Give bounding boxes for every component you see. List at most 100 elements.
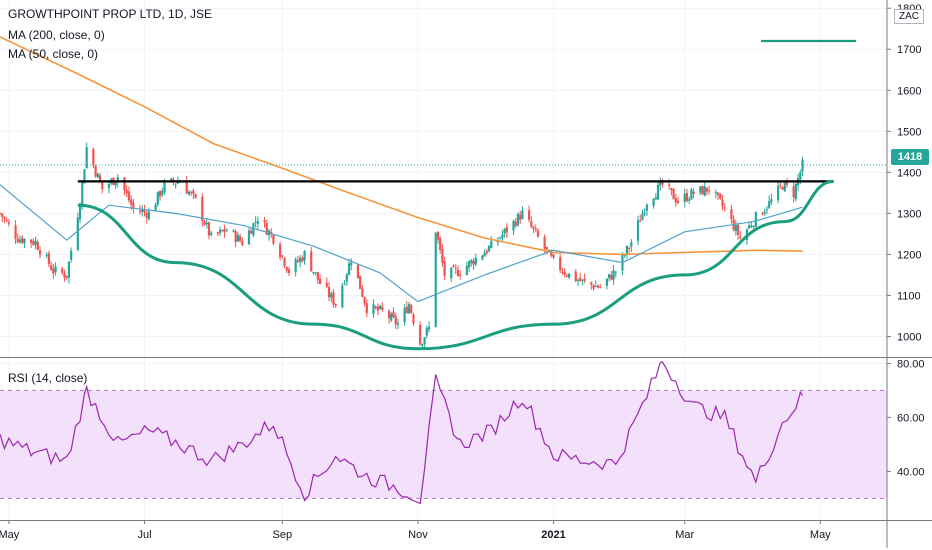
candle-body: [503, 228, 506, 234]
candle-body: [748, 225, 751, 229]
candle: [363, 296, 366, 307]
candle: [734, 219, 737, 236]
rsi-tick-label: 40.00: [897, 466, 925, 478]
candle: [705, 187, 709, 196]
candle-body: [18, 239, 22, 243]
candle-body: [776, 186, 780, 201]
candle: [252, 222, 255, 238]
price-tick-label: 1200: [897, 249, 921, 261]
candle-body: [145, 212, 148, 218]
candle-body: [794, 183, 797, 200]
candle: [47, 250, 51, 267]
rsi-band: [0, 390, 887, 499]
candle: [1, 213, 4, 223]
candle: [605, 278, 608, 290]
candle: [223, 224, 226, 238]
candle: [439, 235, 442, 254]
candle: [341, 282, 344, 309]
candle-body: [639, 220, 642, 222]
candle-body: [465, 265, 468, 276]
candle: [652, 198, 655, 209]
candle-body: [238, 236, 242, 241]
candle-body: [316, 272, 319, 280]
candle-body: [341, 285, 344, 308]
time-tick-label: Nov: [408, 529, 428, 541]
candle: [123, 176, 126, 196]
candle: [21, 234, 24, 245]
candle: [688, 196, 691, 204]
candle-body: [459, 274, 462, 276]
candle: [236, 231, 239, 242]
candle-body: [247, 230, 251, 245]
candle: [654, 193, 657, 200]
candle: [301, 255, 304, 263]
candle: [656, 181, 660, 201]
candle-body: [641, 213, 644, 220]
candle-body: [672, 188, 675, 200]
ma50-legend[interactable]: MA (50, close, 0): [8, 47, 99, 61]
candle-body: [170, 178, 173, 181]
candle: [263, 217, 266, 228]
rsi-legend[interactable]: RSI (14, close): [8, 371, 88, 385]
candle: [699, 186, 702, 196]
candle-body: [85, 147, 88, 168]
candle: [425, 325, 428, 339]
candle-body: [576, 279, 580, 281]
candle: [254, 216, 257, 228]
price-tick-label: 1500: [897, 126, 921, 138]
candle: [441, 243, 444, 267]
candle-body: [30, 239, 33, 243]
candle-body: [16, 238, 19, 243]
candle-body: [232, 230, 235, 232]
candle-body: [434, 232, 437, 327]
candle: [672, 188, 675, 200]
candle-body: [201, 196, 204, 222]
candle-body: [652, 198, 655, 206]
tick-labels: 18001700160015001400130012001100100080.0…: [0, 3, 925, 541]
candle-body: [216, 232, 219, 234]
candle: [732, 214, 735, 232]
candle: [101, 181, 104, 194]
candle-body: [705, 187, 709, 192]
candle-body: [203, 221, 206, 225]
candle-body: [596, 285, 600, 288]
candle: [3, 215, 6, 223]
candle: [690, 187, 693, 200]
candle-body: [736, 224, 740, 236]
candle-body: [47, 253, 51, 265]
candle: [692, 188, 695, 199]
candle: [763, 208, 766, 217]
candle-body: [443, 261, 446, 277]
candle-body: [692, 191, 695, 194]
candle: [614, 271, 617, 278]
candle-body: [594, 285, 597, 288]
candle: [410, 303, 413, 315]
candle-body: [296, 260, 299, 262]
candle: [519, 211, 522, 224]
candle: [568, 273, 571, 279]
candle-body: [703, 186, 706, 196]
candle: [176, 176, 179, 185]
candle: [592, 284, 595, 291]
candle-body: [423, 337, 426, 344]
candle: [350, 258, 353, 271]
candle-body: [590, 282, 593, 285]
candle: [768, 195, 771, 210]
time-tick-label: May: [810, 529, 831, 541]
candle-body: [610, 275, 613, 280]
candle-body: [481, 255, 484, 260]
candle: [38, 246, 42, 259]
candle-body: [381, 306, 384, 310]
candle-body: [612, 270, 615, 280]
candle-body: [785, 181, 789, 185]
candle-body: [176, 181, 179, 184]
candle: [547, 249, 551, 252]
candle: [412, 312, 415, 327]
candle: [452, 264, 455, 268]
cup-curve[interactable]: [77, 179, 834, 351]
candle-body: [714, 192, 717, 194]
candle: [748, 221, 751, 229]
candle: [381, 302, 384, 312]
ma200-legend[interactable]: MA (200, close, 0): [8, 28, 105, 42]
